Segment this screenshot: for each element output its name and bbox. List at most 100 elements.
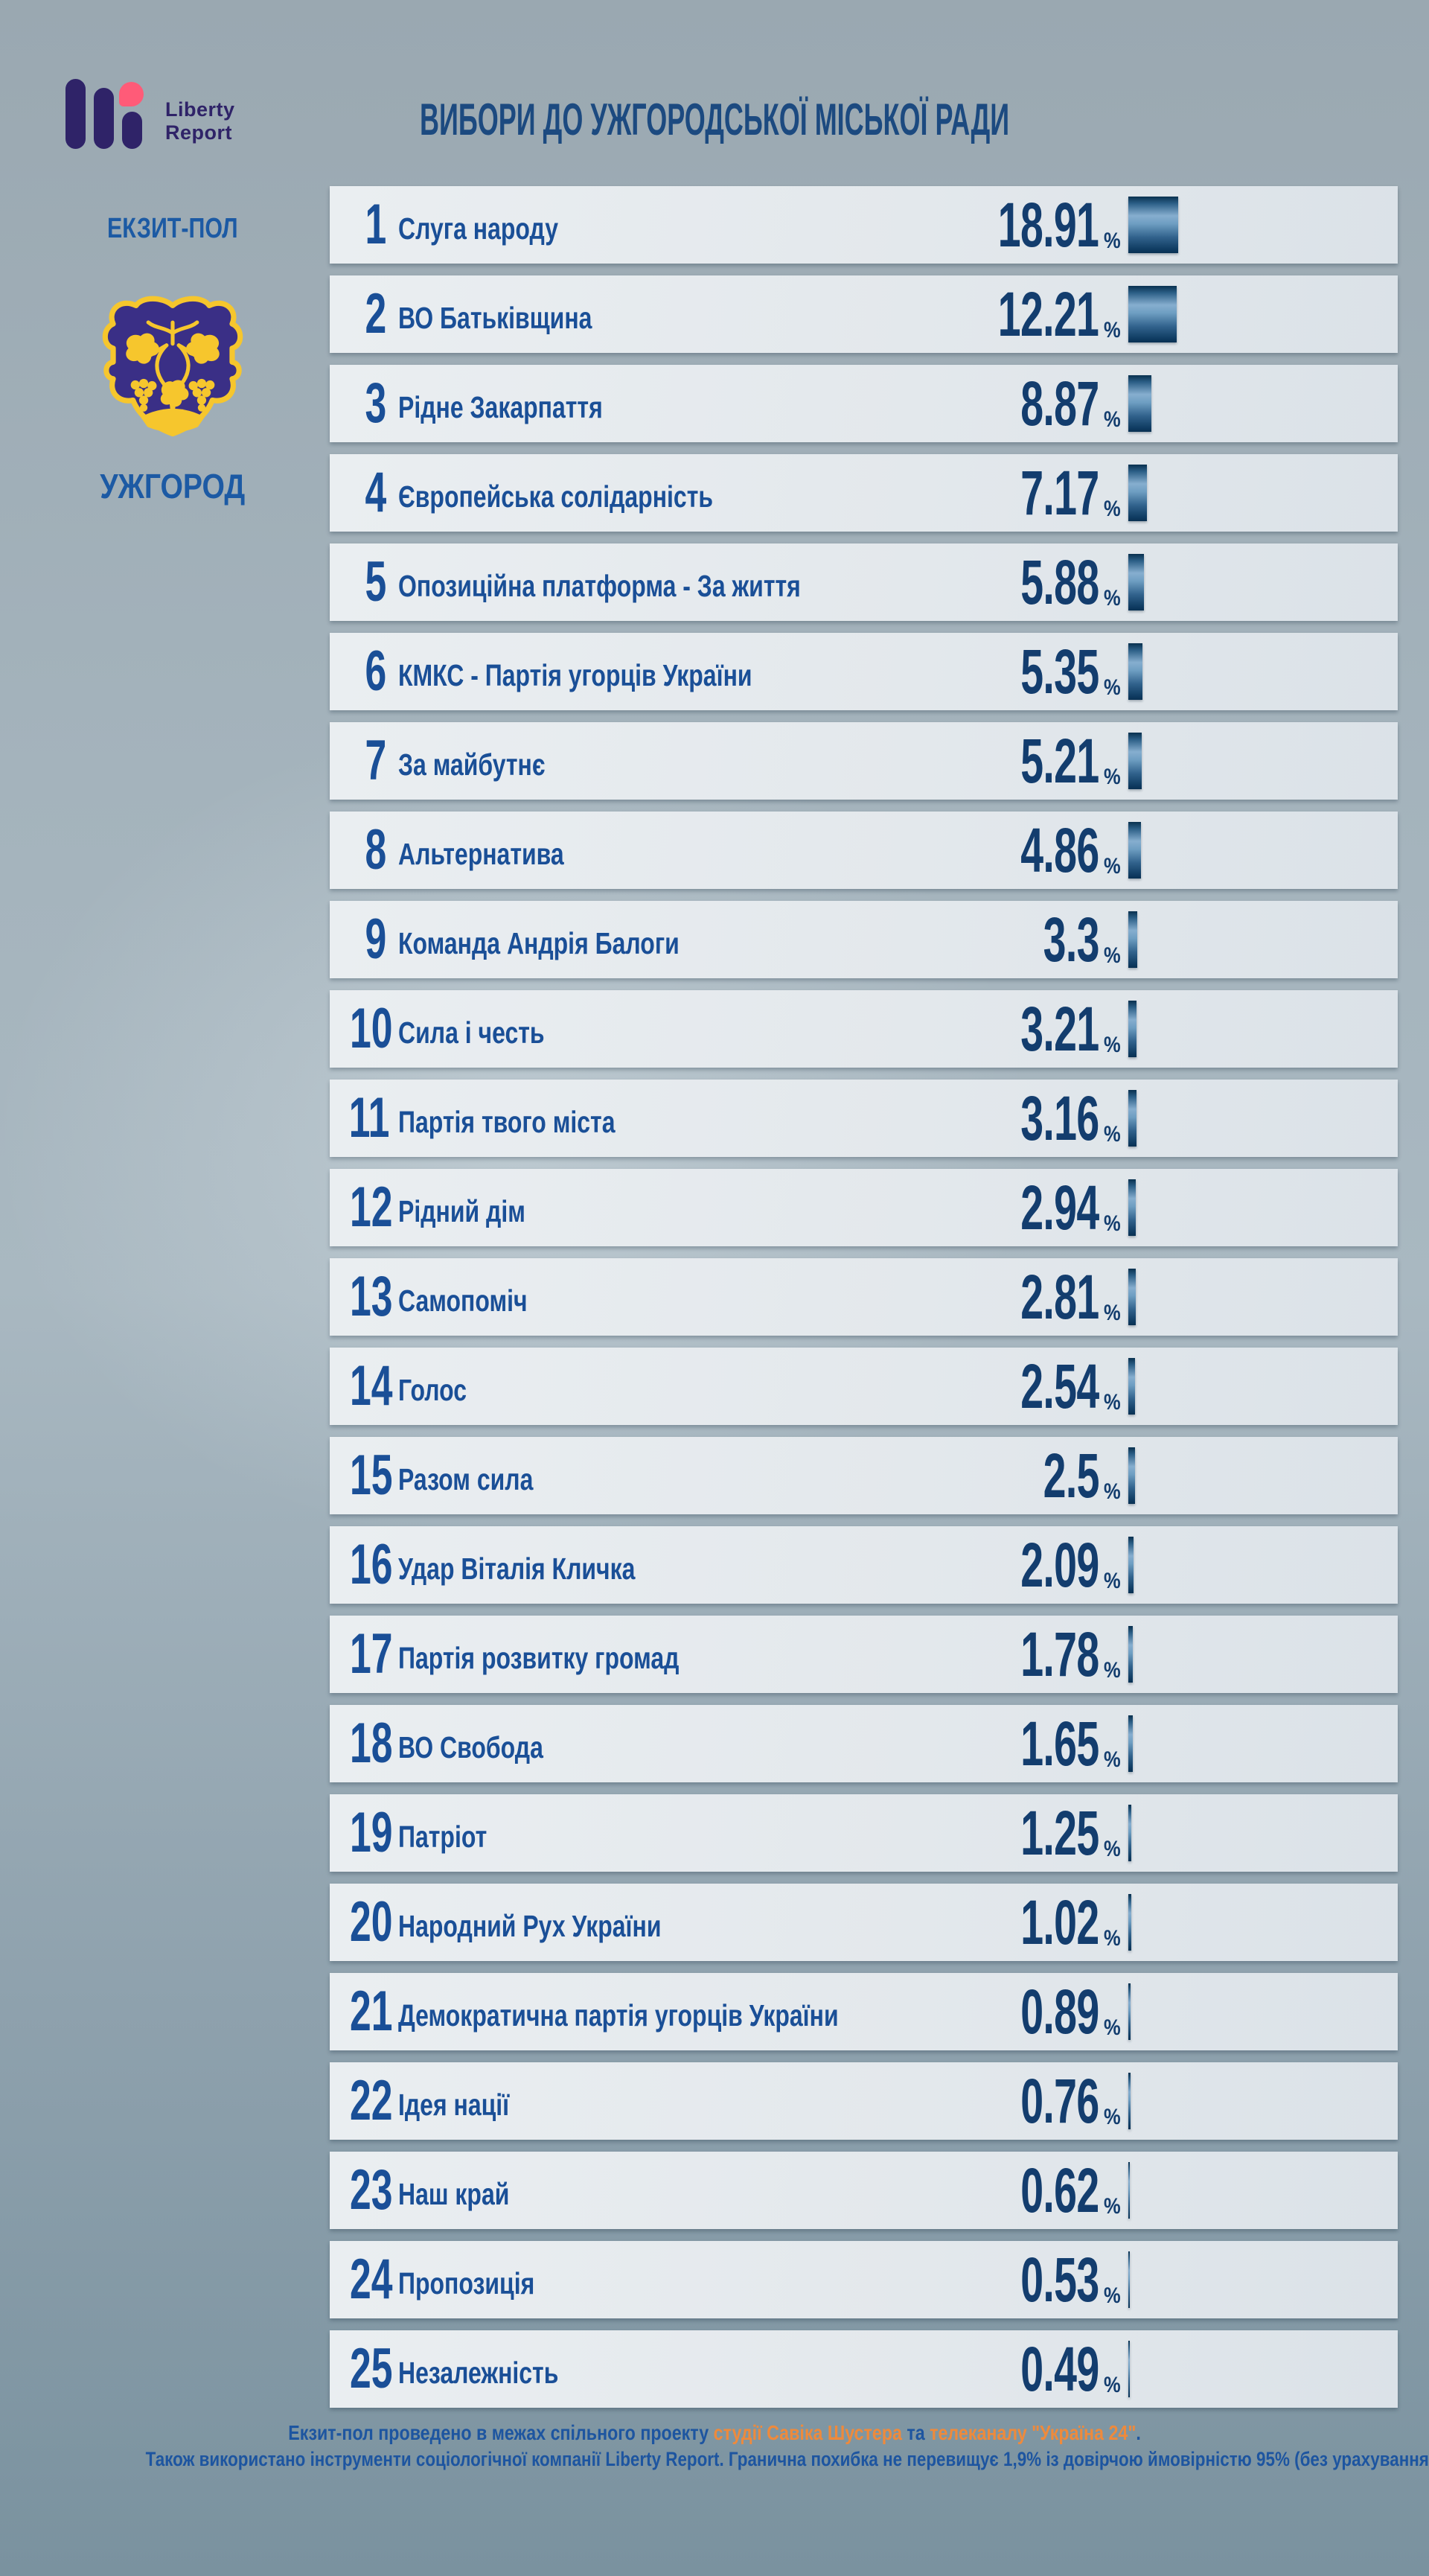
footer-line-2-text: Також використано інструменти соціологіч… bbox=[145, 2448, 1429, 2470]
party-row: 17 Партія розвитку громад 1.78 % bbox=[330, 1616, 1398, 1693]
percent-sign: % bbox=[1104, 497, 1121, 521]
party-percent: 3.21 % bbox=[980, 990, 1122, 1068]
party-row: 15 Разом сила 2.5 % bbox=[330, 1437, 1398, 1514]
party-rank: 20 bbox=[350, 1890, 393, 1954]
party-percent: 18.91 % bbox=[946, 186, 1122, 264]
footer-line-1: Екзит-пол проведено в межах спільного пр… bbox=[0, 2421, 1429, 2445]
party-percent: 0.76 % bbox=[980, 2062, 1122, 2140]
party-result-bar bbox=[1128, 2162, 1130, 2219]
footer-highlight: телеканалу "Україна 24" bbox=[930, 2421, 1137, 2444]
party-name: Рідне Закарпаття bbox=[398, 389, 603, 424]
party-result-bar bbox=[1128, 375, 1151, 432]
percent-sign: % bbox=[1104, 765, 1121, 789]
party-name: ВО Батьківщина bbox=[398, 300, 592, 335]
party-rank: 24 bbox=[350, 2248, 393, 2311]
party-percent: 5.88 % bbox=[980, 543, 1122, 621]
party-result-bar bbox=[1128, 733, 1142, 789]
party-rank: 23 bbox=[350, 2158, 393, 2222]
party-percent: 2.81 % bbox=[980, 1258, 1122, 1336]
party-percent: 1.65 % bbox=[980, 1705, 1122, 1782]
logo-word-report: Report bbox=[165, 121, 232, 144]
party-result-bar bbox=[1128, 1894, 1131, 1951]
logo-word-liberty: Liberty bbox=[165, 98, 235, 121]
party-row: 18 ВО Свобода 1.65 % bbox=[330, 1705, 1398, 1782]
party-percent-value: 18.91 bbox=[997, 190, 1099, 260]
party-rank: 6 bbox=[365, 640, 386, 703]
percent-sign: % bbox=[1104, 943, 1121, 968]
party-percent: 12.21 % bbox=[946, 275, 1122, 353]
party-percent-value: 0.76 bbox=[1020, 2066, 1099, 2136]
party-result-bar bbox=[1128, 2341, 1130, 2397]
party-percent-value: 7.17 bbox=[1020, 458, 1099, 528]
party-result-bar bbox=[1128, 1626, 1133, 1683]
party-name: Слуга народу bbox=[398, 211, 558, 246]
party-rank: 18 bbox=[350, 1712, 393, 1775]
uzhhorod-coat-of-arms-icon bbox=[102, 296, 243, 437]
party-name: Рідний дім bbox=[398, 1193, 525, 1228]
party-row: 4 Європейська солідарність 7.17 % bbox=[330, 454, 1398, 532]
party-row: 1 Слуга народу 18.91 % bbox=[330, 186, 1398, 264]
party-name: Сила і честь bbox=[398, 1015, 545, 1050]
party-rank: 5 bbox=[365, 550, 386, 613]
percent-sign: % bbox=[1104, 1747, 1121, 1772]
percent-sign: % bbox=[1104, 2373, 1121, 2397]
party-percent: 2.09 % bbox=[980, 1526, 1122, 1604]
party-row: 19 Патріот 1.25 % bbox=[330, 1794, 1398, 1872]
percent-sign: % bbox=[1104, 1122, 1121, 1147]
party-rank: 21 bbox=[350, 1980, 393, 2043]
party-name: Наш край bbox=[398, 2176, 510, 2211]
percent-sign: % bbox=[1104, 2015, 1121, 2040]
party-percent: 1.02 % bbox=[980, 1884, 1122, 1961]
liberty-report-wordmark: Liberty Report bbox=[165, 79, 235, 149]
party-result-bar bbox=[1128, 1179, 1136, 1236]
party-row: 11 Партія твого міста 3.16 % bbox=[330, 1080, 1398, 1157]
party-percent-value: 0.89 bbox=[1020, 1977, 1099, 2047]
party-result-bar bbox=[1128, 2073, 1131, 2129]
party-result-bar bbox=[1128, 643, 1142, 700]
party-result-bar bbox=[1128, 911, 1137, 968]
party-percent-value: 5.21 bbox=[1020, 726, 1099, 796]
party-result-bar bbox=[1128, 1805, 1131, 1861]
party-result-bar bbox=[1128, 1983, 1131, 2040]
party-row: 20 Народний Рух України 1.02 % bbox=[330, 1884, 1398, 1961]
party-name: Опозиційна платформа - За життя bbox=[398, 568, 801, 603]
party-result-bar bbox=[1128, 286, 1177, 342]
party-percent-value: 12.21 bbox=[997, 279, 1099, 349]
party-percent: 2.94 % bbox=[980, 1169, 1122, 1246]
party-rank: 2 bbox=[365, 282, 386, 345]
party-result-bar bbox=[1128, 1358, 1135, 1415]
percent-sign: % bbox=[1104, 2105, 1121, 2129]
footer-line-2: Також використано інструменти соціологіч… bbox=[0, 2448, 1429, 2471]
party-percent-value: 2.5 bbox=[1043, 1441, 1099, 1511]
party-rank: 4 bbox=[365, 461, 386, 524]
party-rank: 11 bbox=[348, 1086, 390, 1150]
party-name: Ідея нації bbox=[398, 2087, 510, 2122]
percent-sign: % bbox=[1104, 407, 1121, 432]
page-title: ВИБОРИ ДО УЖГОРОДСЬКОЇ МІСЬКОЇ РАДИ bbox=[419, 95, 1010, 144]
party-rank: 16 bbox=[350, 1533, 393, 1596]
party-percent-value: 8.87 bbox=[1020, 369, 1099, 439]
party-name: Європейська солідарність bbox=[398, 479, 714, 514]
party-percent-value: 2.81 bbox=[1020, 1262, 1099, 1332]
party-name: Разом сила bbox=[398, 1461, 534, 1496]
footer-text: Екзит-пол проведено в межах спільного пр… bbox=[288, 2421, 714, 2444]
city-label: УЖГОРОД bbox=[100, 467, 246, 506]
percent-sign: % bbox=[1104, 1569, 1121, 1593]
party-name: Незалежність bbox=[398, 2355, 559, 2390]
party-name: За майбутнє bbox=[398, 747, 546, 782]
party-name: Народний Рух України bbox=[398, 1908, 662, 1943]
party-percent: 1.78 % bbox=[980, 1616, 1122, 1693]
party-row: 8 Альтернатива 4.86 % bbox=[330, 812, 1398, 889]
party-name: Демократична партія угорців України bbox=[398, 1998, 839, 2033]
percent-sign: % bbox=[1104, 1211, 1121, 1236]
party-percent-value: 0.62 bbox=[1020, 2155, 1099, 2225]
party-percent-value: 1.25 bbox=[1020, 1798, 1099, 1868]
party-row: 2 ВО Батьківщина 12.21 % bbox=[330, 275, 1398, 353]
party-percent-value: 2.54 bbox=[1020, 1351, 1099, 1421]
party-row: 7 За майбутнє 5.21 % bbox=[330, 722, 1398, 800]
party-percent-value: 1.02 bbox=[1020, 1887, 1099, 1957]
party-row: 16 Удар Віталія Кличка 2.09 % bbox=[330, 1526, 1398, 1604]
party-name: Голос bbox=[398, 1372, 467, 1407]
party-result-bar bbox=[1128, 1715, 1133, 1772]
percent-sign: % bbox=[1104, 1033, 1121, 1057]
